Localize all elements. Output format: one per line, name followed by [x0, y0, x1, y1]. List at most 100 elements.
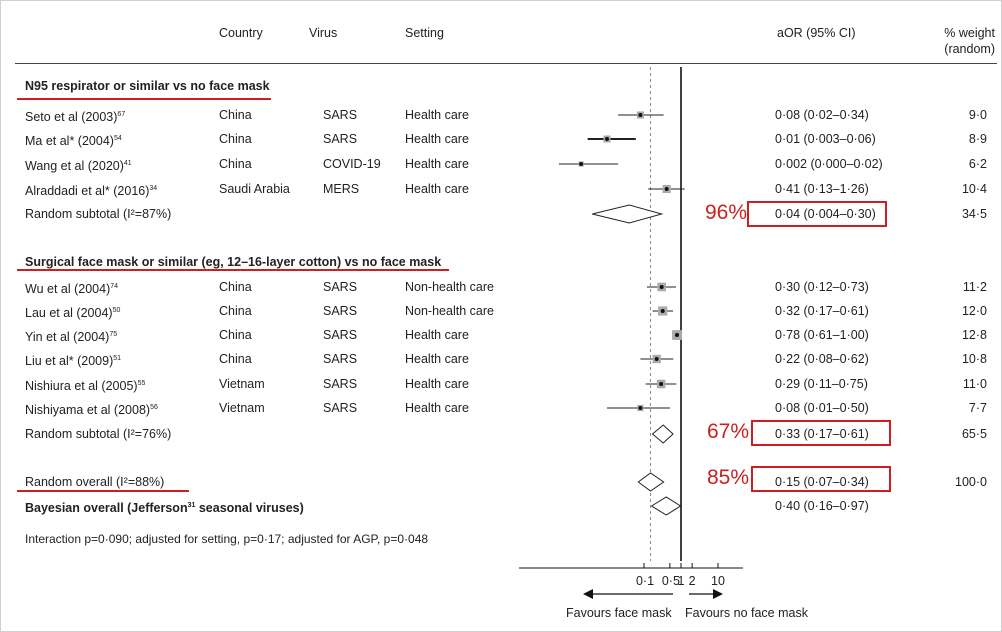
- section2-weight-4: 11·0: [962, 377, 987, 391]
- section2-aor-5: 0·08 (0·01–0·50): [775, 401, 869, 415]
- section1-subtotal-label: Random subtotal (I²=87%): [25, 207, 172, 221]
- section2-virus-5: SARS: [323, 401, 358, 415]
- section1-study-0: Seto et al (2003)67: [25, 110, 126, 125]
- bayesian-aor: 0·40 (0·16–0·97): [775, 499, 869, 513]
- section2-country-4: Vietnam: [219, 377, 265, 391]
- section1-weight-3: 10·4: [961, 182, 987, 196]
- section1-study-ref-2: 41: [123, 160, 132, 167]
- section2-study-4: Nishiura et al (2005)55: [25, 379, 146, 394]
- section1-study-2: Wang et al (2020)41: [25, 159, 132, 174]
- point-estimate-2: [579, 162, 584, 166]
- section1-study-3: Alraddadi et al* (2016)34: [25, 184, 158, 199]
- section2-aor-3: 0·22 (0·08–0·62): [775, 352, 869, 366]
- section1-virus-3: MERS: [323, 182, 360, 196]
- section1-country-2: China: [219, 157, 252, 171]
- bayesian-label: Bayesian overall (Jefferson31 seasonal v…: [25, 501, 304, 516]
- point-estimate-10: [638, 406, 643, 410]
- section2-virus-0: SARS: [323, 280, 358, 294]
- section1-aor-2: 0·002 (0·000–0·02): [775, 157, 883, 171]
- section2-country-5: Vietnam: [219, 401, 265, 415]
- section2-study-5: Nishiyama et al (2008)56: [25, 403, 158, 418]
- section2-title: Surgical face mask or similar (eg, 12–16…: [25, 255, 442, 269]
- point-estimate-7: [675, 333, 680, 337]
- section2-weight-0: 11·2: [962, 280, 987, 294]
- section1-virus-2: COVID-19: [323, 157, 381, 171]
- section2-subtotal-weight: 65·5: [961, 427, 987, 441]
- section2-study-0: Wu et al (2004)74: [25, 282, 119, 297]
- section2-country-1: China: [219, 304, 252, 318]
- section1-setting-0: Health care: [405, 108, 469, 122]
- header-divider: [15, 63, 997, 64]
- section1-underline: [17, 98, 271, 100]
- section2-setting-0: Non-health care: [405, 280, 494, 294]
- section1-subtotal-box: [747, 201, 887, 227]
- section2-country-0: China: [219, 280, 252, 294]
- section1-setting-2: Health care: [405, 157, 469, 171]
- section1-highlight-pct: 96%: [705, 201, 748, 224]
- point-estimate-1: [605, 137, 609, 141]
- section2-study-ref-0: 74: [110, 283, 119, 290]
- section2-study-ref-3: 51: [113, 355, 122, 362]
- header-virus: Virus: [309, 26, 338, 40]
- section1-study-ref-3: 34: [149, 185, 158, 192]
- footnote: Interaction p=0·090; adjusted for settin…: [25, 532, 429, 546]
- section1-setting-3: Health care: [405, 182, 469, 196]
- header-aor: aOR (95% CI): [777, 26, 856, 40]
- section1-study-ref-1: 54: [113, 135, 122, 142]
- section2-aor-2: 0·78 (0·61–1·00): [775, 328, 869, 342]
- header-weight-line1: % weight: [944, 26, 995, 40]
- section1-virus-0: SARS: [323, 108, 358, 122]
- section1-weight-2: 6·2: [968, 157, 987, 171]
- section2-study-1: Lau et al (2004)50: [25, 306, 121, 321]
- section2-country-2: China: [219, 328, 252, 342]
- header-setting: Setting: [405, 26, 444, 40]
- section2-underline: [17, 269, 449, 271]
- overall-underline: [17, 490, 189, 492]
- section2-study-ref-5: 56: [150, 404, 158, 411]
- section2-setting-3: Health care: [405, 352, 469, 366]
- diamond-13: [650, 496, 682, 516]
- overall-label: Random overall (I²=88%): [25, 475, 165, 489]
- section2-aor-1: 0·32 (0·17–0·61): [775, 304, 869, 318]
- x-tick-label-1: 0·5: [661, 574, 680, 588]
- section1-country-0: China: [219, 108, 252, 122]
- axis-label-right: Favours no face mask: [685, 606, 808, 620]
- section2-aor-0: 0·30 (0·12–0·73): [775, 280, 869, 294]
- point-estimate-5: [659, 285, 664, 289]
- point-estimate-9: [659, 382, 664, 386]
- diamond-11: [651, 424, 674, 444]
- section2-virus-2: SARS: [323, 328, 358, 342]
- overall-aor: 0·15 (0·07–0·34): [775, 475, 869, 489]
- section2-aor-4: 0·29 (0·11–0·75): [775, 377, 868, 391]
- section1-weight-0: 9·0: [968, 108, 987, 122]
- section2-study-3: Liu et al* (2009)51: [25, 354, 122, 369]
- section2-country-3: China: [219, 352, 252, 366]
- arrow-right-head: [713, 589, 723, 599]
- section1-country-1: China: [219, 132, 252, 146]
- section2-study-ref-4: 55: [137, 380, 146, 387]
- section1-study-ref-0: 67: [117, 111, 126, 118]
- header-weight-line2: (random): [944, 42, 995, 56]
- point-estimate-3: [664, 187, 669, 191]
- section2-study-ref-1: 50: [112, 307, 121, 314]
- section1-aor-3: 0·41 (0·13–1·26): [775, 182, 869, 196]
- section1-setting-1: Health care: [405, 132, 469, 146]
- x-tick-label-0: 0·1: [636, 574, 655, 588]
- section1-study-1: Ma et al* (2004)54: [25, 134, 122, 149]
- section1-virus-1: SARS: [323, 132, 358, 146]
- section2-subtotal-label: Random subtotal (I²=76%): [25, 427, 172, 441]
- section2-subtotal-box: [751, 420, 891, 446]
- axis-label-left: Favours face mask: [566, 606, 672, 620]
- section1-aor-1: 0·01 (0·003–0·06): [775, 132, 876, 146]
- section2-weight-3: 10·8: [961, 352, 987, 366]
- point-estimate-6: [660, 309, 665, 313]
- diamond-12: [637, 472, 665, 492]
- section1-title: N95 respirator or similar vs no face mas…: [25, 79, 270, 93]
- section1-subtotal-aor: 0·04 (0·004–0·30): [775, 207, 876, 221]
- section2-setting-1: Non-health care: [405, 304, 494, 318]
- section2-virus-4: SARS: [323, 377, 358, 391]
- point-estimate-8: [654, 357, 659, 361]
- section2-study-2: Yin et al (2004)75: [25, 330, 118, 345]
